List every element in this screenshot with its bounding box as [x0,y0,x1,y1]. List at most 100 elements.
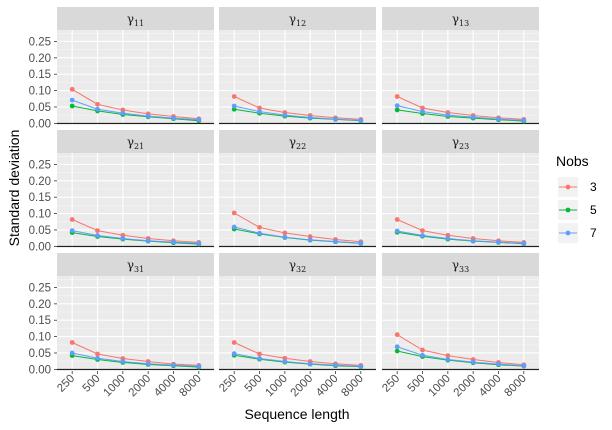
data-point-7 [358,118,364,123]
panel-31: γ31 0.00 0.05 0.10 0.15 0.20 0.25 250 5001000200… [29,253,214,399]
y-tick-label: 0.20 [29,299,51,311]
strip-label: γ22 [289,135,306,151]
x-tick-label: 1000 [426,373,453,400]
data-point-3 [231,94,237,99]
series-line-7 [397,346,524,367]
series-line-3 [396,96,524,120]
x-tick-label: 250 [55,373,77,395]
data-point-3 [420,105,425,111]
strip-label: γ13 [452,12,469,28]
data-point-3 [394,332,400,338]
series-line-7 [234,226,361,244]
data-point-3 [231,340,237,345]
y-tick-label: 0.10 [29,332,51,344]
y-axis-title: Standard deviation [6,130,22,247]
series-line-3 [396,219,524,243]
y-tick-label: 0.15 [29,192,51,204]
data-point-7 [420,233,425,238]
data-point-5 [69,103,75,109]
data-point-7 [470,238,476,244]
x-tick-label: 4000 [314,373,341,400]
data-point-3 [282,230,288,236]
strip-label: γ31 [127,258,144,274]
x-tick-label: 8000 [502,373,529,400]
data-point-7 [171,115,176,121]
data-point-7 [120,359,126,364]
data-point-3 [95,101,100,107]
series-line-7 [72,352,199,367]
panel-background [219,30,376,125]
legend-key-point [565,207,571,213]
data-point-5 [394,107,400,113]
y-tick-label: 0.00 [29,241,51,253]
strip-label-subscript: 12 [296,19,306,28]
data-point-7 [196,117,202,123]
data-point-7 [196,364,202,369]
data-point-7 [307,237,313,243]
strip-background [57,130,214,153]
strip-label-subscript: 33 [459,265,469,274]
strip-label-subscript: 21 [134,142,144,151]
data-point-7 [496,361,501,367]
data-point-7 [257,230,262,236]
series-line-5 [397,350,524,367]
strip-label-subscript: 23 [459,142,469,151]
series-line-3 [233,212,361,243]
strip-background [219,7,376,30]
panel-23: γ23 [382,130,539,248]
x-tick-label: 2000 [452,373,479,400]
series-line-7 [234,105,361,121]
data-point-7 [231,351,237,357]
x-tick-label: 500 [406,373,428,395]
data-point-3 [394,217,400,222]
y-tick-label: 0.25 [29,159,51,171]
data-point-7 [145,113,151,119]
y-tick-label: 0.25 [29,282,51,294]
data-point-3 [420,347,425,353]
panel-background [382,276,539,371]
series-line-5 [397,109,524,122]
x-tick-label: 500 [81,373,103,395]
data-point-5 [394,348,400,354]
panel-background [219,153,376,248]
strip-label-symbol: γ [452,258,459,272]
strip-background [57,253,214,276]
series-line-3 [71,342,199,366]
strip-label-symbol: γ [452,12,459,26]
data-point-7 [394,228,400,234]
strip-label-subscript: 11 [134,19,144,28]
panel-12: γ12 [219,7,376,125]
strip-label-symbol: γ [127,258,134,272]
strip-label-symbol: γ [289,12,296,26]
strip-background [219,253,376,276]
x-tick-label: 1000 [101,373,128,400]
data-point-7 [333,239,338,244]
data-point-7 [95,106,100,112]
strip-label: γ12 [289,12,306,28]
panel-background [57,30,214,125]
strip-label: γ23 [452,135,469,151]
legend-key-point [565,184,571,190]
series-line-3 [396,334,524,366]
strip-label: γ33 [452,258,469,274]
y-tick-label: 0.15 [29,69,51,81]
panel-22: γ22 [219,130,376,248]
strip-label-subscript: 32 [296,265,306,274]
data-point-7 [69,228,75,234]
data-point-7 [95,233,100,238]
x-tick-label: 1000 [263,373,290,400]
data-point-7 [120,236,126,241]
y-tick-label: 0.25 [29,36,51,48]
legend-label: 7 [590,226,597,240]
strip-background [382,130,539,153]
data-point-7 [231,103,237,109]
data-point-3 [257,224,262,230]
data-point-3 [69,340,75,345]
x-tick-label: 2000 [127,373,154,400]
data-point-7 [257,356,262,361]
data-point-7 [196,241,202,246]
x-tick-label: 4000 [152,373,179,400]
